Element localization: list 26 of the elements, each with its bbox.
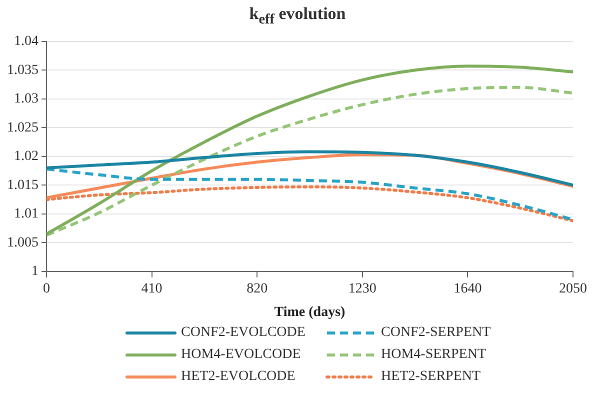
- x-tick-label: 820: [246, 281, 268, 296]
- y-tick-label: 1.01: [14, 206, 38, 222]
- legend-label: HOM4-EVOLCODE: [181, 347, 301, 363]
- y-tick-label: 1.025: [7, 120, 38, 136]
- line-series: [46, 168, 573, 222]
- y-tick-label: 1.005: [7, 235, 38, 250]
- y-tick-label: 1: [32, 264, 38, 280]
- y-tick-label: 1.04: [14, 34, 38, 50]
- x-tick-label: 1640: [454, 281, 482, 296]
- legend-label: HET2-SERPENT: [381, 369, 481, 385]
- line-series: [46, 185, 573, 222]
- legend-label: CONF2-EVOLCODE: [181, 325, 306, 341]
- x-tick-label: 410: [141, 281, 162, 296]
- line-series: [46, 150, 573, 187]
- y-tick-label: 1.035: [7, 62, 38, 78]
- y-tick-label: 1.015: [7, 178, 38, 193]
- legend-label: HET2-EVOLCODE: [181, 369, 296, 385]
- legend-label: CONF2-SERPENT: [381, 325, 491, 341]
- legend-label: HOM4-SERPENT: [381, 347, 486, 363]
- chart-title: k$_{eff}$ evolution: [248, 4, 347, 28]
- y-tick-label: 1.02: [14, 149, 38, 164]
- x-tick-label: 1230: [348, 281, 376, 296]
- x-tick-label: 2050: [559, 281, 587, 296]
- x-axis-title: Time (days): [274, 305, 346, 320]
- y-tick-label: 1.03: [14, 92, 38, 107]
- x-tick-label: 0: [43, 281, 50, 296]
